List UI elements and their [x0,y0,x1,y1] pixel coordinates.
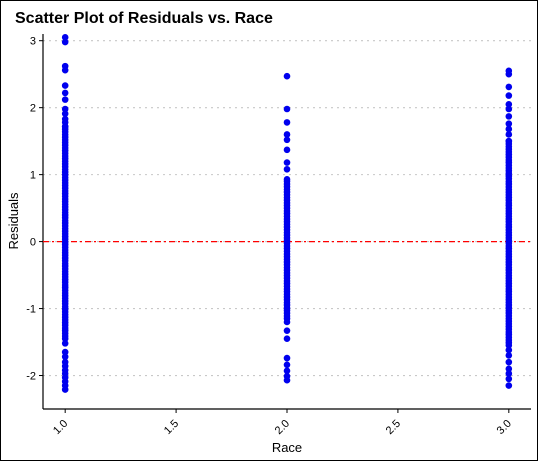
data-point [283,136,291,144]
data-point [505,346,513,354]
data-point [283,72,291,80]
data-point [505,70,513,78]
data-point [283,367,291,375]
data-point [505,113,513,120]
x-tick-label: 1.0 [51,418,70,437]
data-point [505,92,513,99]
data-point [505,101,513,108]
y-tick-label: 1 [30,170,36,182]
data-point [283,327,291,334]
data-point [283,119,291,126]
data-point [283,354,291,362]
data-point [283,176,291,183]
data-point [61,66,69,74]
data-point [61,353,69,361]
y-axis-label: Residuals [6,192,21,250]
data-point [61,89,69,97]
data-point [283,165,291,173]
x-axis-ticks: 1.0 1.5 2.0 2.5 3.0 [51,409,514,437]
x-tick-label: 3.0 [495,418,514,437]
data-point [61,34,69,41]
data-point [61,105,69,113]
chart-title: Scatter Plot of Residuals vs. Race [15,10,273,27]
x-tick-label: 2.5 [384,418,403,437]
data-point [505,120,513,128]
y-tick-label: 3 [30,36,36,48]
data-point [61,110,69,117]
data-point [283,159,291,166]
data-point [505,131,513,138]
data-point [505,375,513,383]
y-tick-label: -2 [26,371,36,383]
y-tick-label: 0 [30,237,36,249]
data-point [61,386,69,393]
data-point [505,382,513,389]
data-point [505,125,513,133]
data-points [61,34,513,393]
data-point [505,365,513,373]
x-axis-label: Race [272,440,302,455]
data-point [61,340,69,347]
data-point [61,348,69,356]
y-tick-label: 2 [30,103,36,115]
data-point [505,352,513,359]
x-tick-label: 2.0 [273,418,292,437]
data-point [61,38,69,46]
data-point [61,96,69,103]
data-point [283,105,291,113]
data-point [505,83,513,91]
x-tick-label: 1.5 [162,418,181,437]
y-axis-ticks: -2 -1 0 1 2 3 [26,36,43,383]
data-point [505,358,513,366]
data-point [283,146,291,154]
data-point [283,335,291,342]
data-point [505,105,513,113]
data-point [61,123,69,130]
y-tick-label: -1 [26,304,36,316]
data-point [505,370,513,377]
data-point [283,361,291,369]
data-point [505,137,513,145]
data-point [283,318,291,326]
data-point [283,376,291,384]
data-point [61,82,69,89]
data-point [283,131,291,138]
